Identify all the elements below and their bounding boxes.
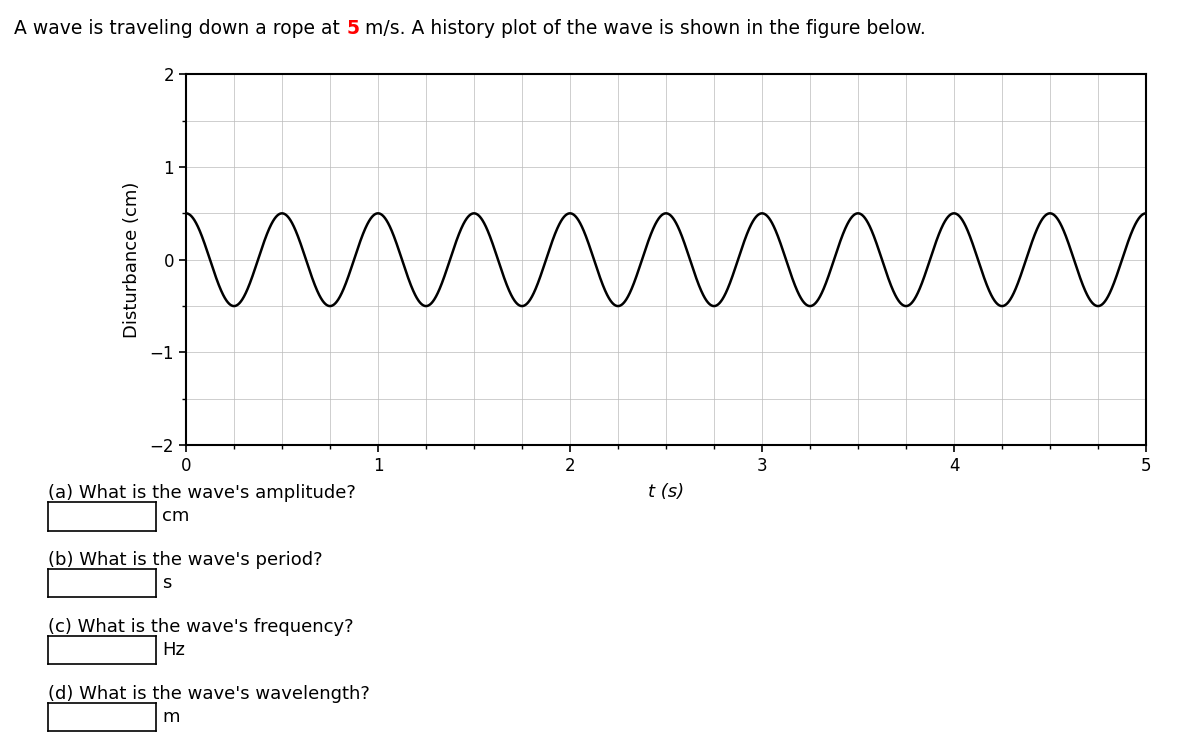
Text: m/s. A history plot of the wave is shown in the figure below.: m/s. A history plot of the wave is shown… xyxy=(359,19,926,38)
Text: 5: 5 xyxy=(347,19,359,38)
Text: (c) What is the wave's frequency?: (c) What is the wave's frequency? xyxy=(48,618,354,636)
Y-axis label: Disturbance (cm): Disturbance (cm) xyxy=(124,182,142,338)
Text: A wave is traveling down a rope at: A wave is traveling down a rope at xyxy=(14,19,347,38)
Text: (d) What is the wave's wavelength?: (d) What is the wave's wavelength? xyxy=(48,685,370,703)
Text: (b) What is the wave's period?: (b) What is the wave's period? xyxy=(48,551,323,569)
Text: Hz: Hz xyxy=(162,641,185,659)
Text: m: m xyxy=(162,708,180,726)
X-axis label: t (s): t (s) xyxy=(648,483,684,502)
Text: cm: cm xyxy=(162,508,190,525)
Text: (a) What is the wave's amplitude?: (a) What is the wave's amplitude? xyxy=(48,485,356,502)
Text: s: s xyxy=(162,574,172,592)
